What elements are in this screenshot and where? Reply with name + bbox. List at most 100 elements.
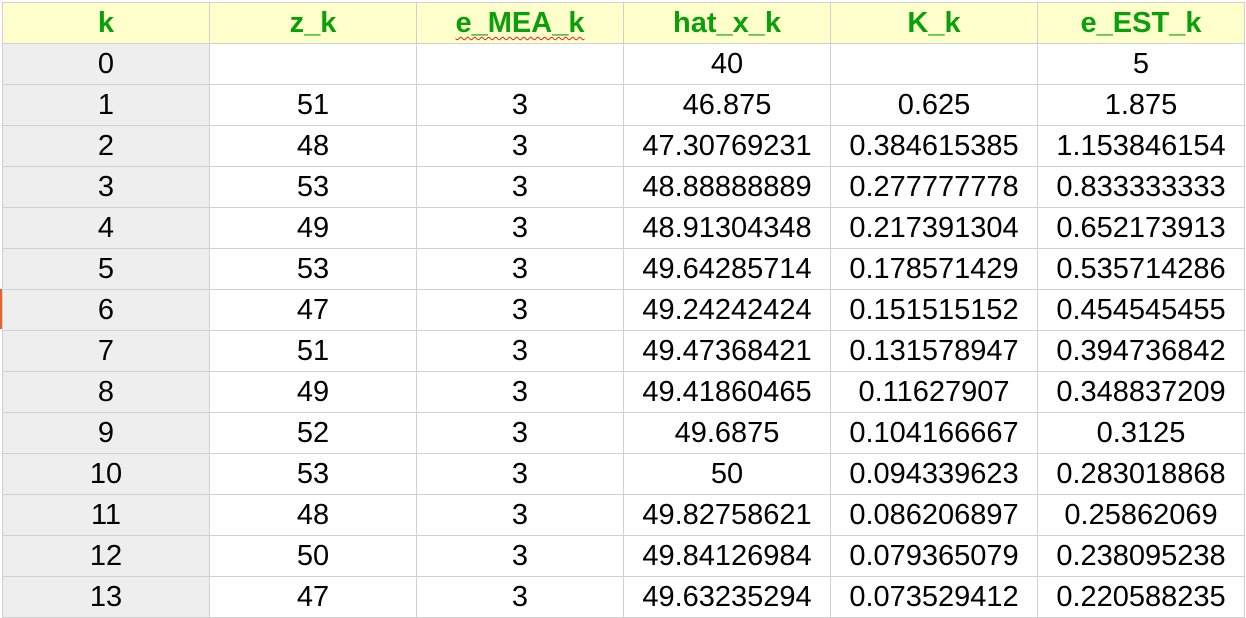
cell-hat_x_k[interactable]: 46.875 — [623, 84, 831, 126]
table-row: 13 47 3 49.63235294 0.073529412 0.220588235 — [2, 576, 1245, 618]
cell-k_k[interactable]: 0.11627907 — [830, 371, 1038, 413]
cell-hat_x_k[interactable]: 49.84126984 — [623, 535, 831, 577]
cell-k[interactable]: 5 — [2, 248, 210, 290]
cell-hat_x_k[interactable]: 47.30769231 — [623, 125, 831, 167]
cell-k_k[interactable]: 0.131578947 — [830, 330, 1038, 372]
cell-k[interactable]: 1 — [2, 84, 210, 126]
cell-e_mea_k[interactable]: 3 — [416, 576, 624, 618]
cell-z_k[interactable]: 50 — [209, 535, 417, 577]
cell-hat_x_k[interactable]: 48.88888889 — [623, 166, 831, 208]
cell-k[interactable]: 0 — [2, 43, 210, 85]
cell-k_k[interactable]: 0.086206897 — [830, 494, 1038, 536]
header-cell-z_k[interactable]: z_k — [209, 2, 417, 44]
cell-hat_x_k[interactable]: 49.63235294 — [623, 576, 831, 618]
cell-k_k[interactable]: 0.104166667 — [830, 412, 1038, 454]
cell-z_k[interactable] — [209, 43, 417, 85]
cell-e_est_k[interactable]: 0.283018868 — [1037, 453, 1245, 495]
cell-z_k[interactable]: 53 — [209, 453, 417, 495]
cell-k[interactable]: 13 — [2, 576, 210, 618]
cell-hat_x_k[interactable]: 48.91304348 — [623, 207, 831, 249]
table-row: 3 53 3 48.88888889 0.277777778 0.833333333 — [2, 166, 1245, 208]
cell-e_est_k[interactable]: 0.25862069 — [1037, 494, 1245, 536]
cell-e_mea_k[interactable]: 3 — [416, 453, 624, 495]
cell-e_mea_k[interactable]: 3 — [416, 84, 624, 126]
cell-e_est_k[interactable]: 0.652173913 — [1037, 207, 1245, 249]
cell-hat_x_k[interactable]: 49.6875 — [623, 412, 831, 454]
cell-e_est_k[interactable]: 0.220588235 — [1037, 576, 1245, 618]
cell-hat_x_k[interactable]: 49.24242424 — [623, 289, 831, 331]
table-row: 12 50 3 49.84126984 0.079365079 0.238095238 — [2, 535, 1245, 577]
cell-z_k[interactable]: 49 — [209, 207, 417, 249]
cell-k_k[interactable]: 0.217391304 — [830, 207, 1038, 249]
cell-k_k[interactable]: 0.073529412 — [830, 576, 1038, 618]
cell-e_mea_k[interactable]: 3 — [416, 166, 624, 208]
cell-k[interactable]: 8 — [2, 371, 210, 413]
cell-k[interactable]: 7 — [2, 330, 210, 372]
cell-k[interactable]: 12 — [2, 535, 210, 577]
table-row: 10 53 3 50 0.094339623 0.283018868 — [2, 453, 1245, 495]
table-row: 0 40 5 — [2, 43, 1245, 85]
cell-e_est_k[interactable]: 1.153846154 — [1037, 125, 1245, 167]
cell-k_k[interactable]: 0.178571429 — [830, 248, 1038, 290]
cell-e_mea_k[interactable]: 3 — [416, 248, 624, 290]
cell-z_k[interactable]: 47 — [209, 576, 417, 618]
table-row: 7 51 3 49.47368421 0.131578947 0.394736842 — [2, 330, 1245, 372]
cell-e_mea_k[interactable] — [416, 43, 624, 85]
cell-e_est_k[interactable]: 5 — [1037, 43, 1245, 85]
cell-e_mea_k[interactable]: 3 — [416, 535, 624, 577]
cell-k[interactable]: 11 — [2, 494, 210, 536]
header-cell-k_k[interactable]: K_k — [830, 2, 1038, 44]
cell-z_k[interactable]: 49 — [209, 371, 417, 413]
header-cell-e_mea_k[interactable]: e_MEA_k — [416, 2, 624, 44]
table-row: 4 49 3 48.91304348 0.217391304 0.652173913 — [2, 207, 1245, 249]
header-cell-hat_x_k[interactable]: hat_x_k — [623, 2, 831, 44]
cell-k_k[interactable]: 0.094339623 — [830, 453, 1038, 495]
cell-k_k[interactable] — [830, 43, 1038, 85]
cell-hat_x_k[interactable]: 49.41860465 — [623, 371, 831, 413]
cell-k_k[interactable]: 0.384615385 — [830, 125, 1038, 167]
header-cell-e_est_k[interactable]: e_EST_k — [1037, 2, 1245, 44]
cell-z_k[interactable]: 53 — [209, 248, 417, 290]
cell-e_est_k[interactable]: 0.3125 — [1037, 412, 1245, 454]
header-cell-k[interactable]: k — [2, 2, 210, 44]
cell-e_mea_k[interactable]: 3 — [416, 125, 624, 167]
cell-k_k[interactable]: 0.151515152 — [830, 289, 1038, 331]
table-row: 5 53 3 49.64285714 0.178571429 0.535714286 — [2, 248, 1245, 290]
cell-hat_x_k[interactable]: 49.82758621 — [623, 494, 831, 536]
cell-hat_x_k[interactable]: 49.64285714 — [623, 248, 831, 290]
cell-e_mea_k[interactable]: 3 — [416, 330, 624, 372]
cell-e_est_k[interactable]: 1.875 — [1037, 84, 1245, 126]
cell-e_est_k[interactable]: 0.454545455 — [1037, 289, 1245, 331]
cell-z_k[interactable]: 51 — [209, 84, 417, 126]
cell-e_mea_k[interactable]: 3 — [416, 494, 624, 536]
cell-k_k[interactable]: 0.625 — [830, 84, 1038, 126]
cell-z_k[interactable]: 48 — [209, 494, 417, 536]
cell-e_mea_k[interactable]: 3 — [416, 371, 624, 413]
cell-k_k[interactable]: 0.079365079 — [830, 535, 1038, 577]
cell-k[interactable]: 10 — [2, 453, 210, 495]
cell-z_k[interactable]: 51 — [209, 330, 417, 372]
cell-z_k[interactable]: 52 — [209, 412, 417, 454]
cell-e_est_k[interactable]: 0.348837209 — [1037, 371, 1245, 413]
cell-k[interactable]: 3 — [2, 166, 210, 208]
cell-k[interactable]: 2 — [2, 125, 210, 167]
cell-e_est_k[interactable]: 0.833333333 — [1037, 166, 1245, 208]
cell-e_est_k[interactable]: 0.394736842 — [1037, 330, 1245, 372]
cell-k[interactable]: 9 — [2, 412, 210, 454]
cell-k[interactable]: 4 — [2, 207, 210, 249]
cell-e_mea_k[interactable]: 3 — [416, 412, 624, 454]
cell-z_k[interactable]: 53 — [209, 166, 417, 208]
cell-hat_x_k[interactable]: 40 — [623, 43, 831, 85]
cell-k[interactable]: 6 — [2, 289, 210, 331]
cell-z_k[interactable]: 48 — [209, 125, 417, 167]
header-row: k z_k e_MEA_k hat_x_k K_k e_EST_k — [2, 2, 1245, 44]
cell-e_est_k[interactable]: 0.238095238 — [1037, 535, 1245, 577]
cell-z_k[interactable]: 47 — [209, 289, 417, 331]
cell-hat_x_k[interactable]: 50 — [623, 453, 831, 495]
cell-e_mea_k[interactable]: 3 — [416, 207, 624, 249]
cell-e_est_k[interactable]: 0.535714286 — [1037, 248, 1245, 290]
cell-e_mea_k[interactable]: 3 — [416, 289, 624, 331]
cell-k_k[interactable]: 0.277777778 — [830, 166, 1038, 208]
cell-hat_x_k[interactable]: 49.47368421 — [623, 330, 831, 372]
